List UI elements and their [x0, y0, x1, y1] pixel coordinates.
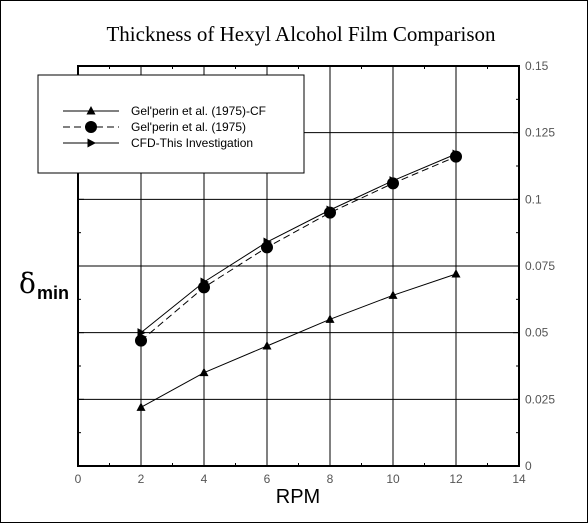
x-axis-ticks: 0 2 4 6 8 10 12 14 — [75, 66, 526, 486]
legend-item: CFD-This Investigation — [63, 136, 253, 150]
x-tick-label: 6 — [264, 472, 271, 486]
x-tick-label: 14 — [512, 472, 526, 486]
legend-label: Gel'perin et al. (1975) — [131, 120, 246, 134]
series-1 — [136, 269, 461, 411]
data-point — [137, 328, 146, 338]
data-point — [135, 334, 147, 347]
data-point — [452, 149, 461, 159]
x-tick-label: 0 — [75, 472, 82, 486]
y-tick-label: 0.15 — [525, 59, 549, 73]
data-point — [136, 402, 146, 411]
data-point — [200, 277, 209, 287]
y-tick-label: 0 — [525, 459, 532, 473]
y-tick-label: 0.125 — [525, 126, 555, 140]
x-tick-label: 4 — [201, 472, 208, 486]
legend-marker — [85, 121, 97, 133]
y-tick-label: 0.025 — [525, 392, 555, 406]
series-line — [140, 156, 457, 342]
data-point — [451, 269, 461, 278]
data-point — [388, 290, 398, 299]
x-tick-label: 8 — [327, 472, 334, 486]
legend-marker — [86, 106, 96, 115]
series-group — [135, 149, 462, 411]
y-tick-label: 0.1 — [525, 192, 542, 206]
data-point — [262, 341, 272, 350]
series-3 — [137, 149, 461, 338]
data-point — [263, 237, 272, 247]
legend-label: Gel'perin et al. (1975)-CF — [131, 104, 266, 118]
legend-item: Gel'perin et al. (1975)-CF — [63, 104, 266, 118]
data-point — [199, 367, 209, 377]
data-point — [325, 314, 335, 323]
legend-box — [37, 74, 305, 174]
series-2 — [135, 150, 462, 347]
legend: Gel'perin et al. (1975)-CF Gel'perin et a… — [37, 74, 305, 174]
x-tick-label: 12 — [449, 472, 463, 486]
chart-title: Thickness of Hexyl Alcohol Film Comparis… — [106, 22, 496, 46]
y-axis-label: δ min — [19, 267, 69, 303]
data-point — [326, 205, 335, 215]
data-point — [389, 176, 398, 186]
y-tick-label: 0.05 — [525, 326, 549, 340]
series-line — [140, 273, 457, 408]
y-axis-label-symbol: δ — [19, 267, 36, 300]
x-axis-label: RPM — [276, 486, 320, 508]
legend-marker — [87, 138, 96, 148]
legend-item: Gel'perin et al. (1975) — [63, 120, 246, 134]
legend-label: CFD-This Investigation — [131, 136, 253, 150]
x-tick-label: 2 — [138, 472, 145, 486]
series-line — [140, 153, 457, 334]
y-axis-ticks: 0 0.025 0.05 0.075 0.1 0.125 0.15 — [78, 59, 555, 473]
x-tick-label: 10 — [386, 472, 400, 486]
y-axis-label-subscript: min — [37, 283, 69, 303]
y-tick-label: 0.075 — [525, 259, 555, 273]
